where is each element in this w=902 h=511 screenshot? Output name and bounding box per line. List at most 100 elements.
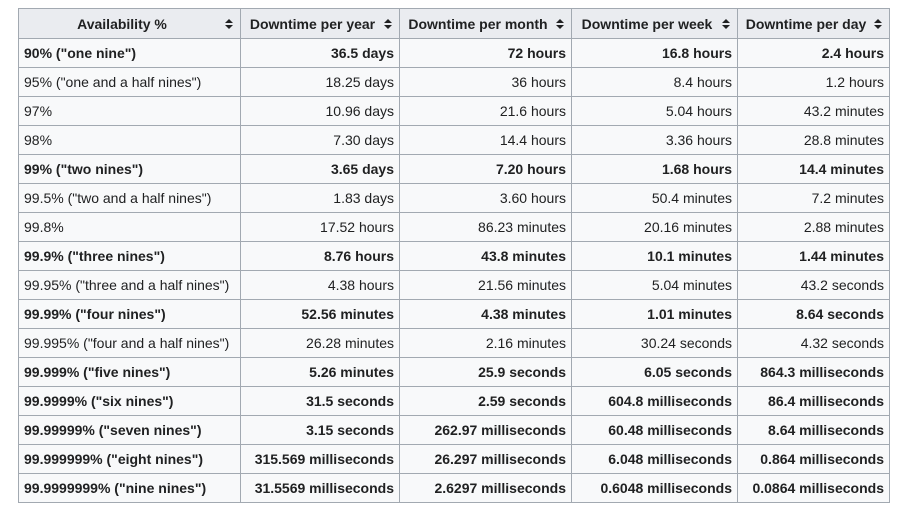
availability-cell: 99.999999% ("eight nines") (18, 444, 241, 474)
downtime-cell: 30.24 seconds (571, 328, 738, 358)
availability-table: Availability % Downtime per year Downtime … (18, 8, 890, 503)
downtime-cell: 262.97 milliseconds (399, 415, 572, 445)
downtime-cell: 1.01 minutes (571, 299, 738, 329)
downtime-cell: 1.2 hours (737, 67, 890, 97)
availability-cell: 99.5% ("two and a half nines") (18, 183, 241, 213)
header-row: Availability % Downtime per year Downtime … (18, 8, 890, 39)
downtime-cell: 10.1 minutes (571, 241, 738, 271)
table-row: 99.9% ("three nines") 8.76 hours 43.8 minu… (18, 241, 890, 271)
table-row: 95% ("one and a half nines") 18.25 days 36… (18, 67, 890, 97)
column-header[interactable]: Downtime per day (737, 8, 890, 39)
downtime-cell: 3.60 hours (399, 183, 572, 213)
table-head: Availability % Downtime per year Downtime … (18, 8, 890, 39)
downtime-cell: 10.96 days (240, 96, 400, 126)
table-row: 99% ("two nines") 3.65 days 7.20 hours 1.68… (18, 154, 890, 184)
downtime-cell: 18.25 days (240, 67, 400, 97)
downtime-cell: 72 hours (399, 38, 572, 68)
downtime-cell: 21.56 minutes (399, 270, 572, 300)
table-row: 97% 10.96 days 21.6 hours 5.04 hours 43.2 mi… (18, 96, 890, 126)
downtime-cell: 8.76 hours (240, 241, 400, 271)
downtime-cell: 864.3 milliseconds (737, 357, 890, 387)
downtime-cell: 0.0864 milliseconds (737, 473, 890, 503)
downtime-cell: 4.32 seconds (737, 328, 890, 358)
availability-cell: 99.8% (18, 212, 241, 242)
downtime-cell: 4.38 minutes (399, 299, 572, 329)
downtime-cell: 20.16 minutes (571, 212, 738, 242)
downtime-cell: 6.05 seconds (571, 357, 738, 387)
downtime-cell: 17.52 hours (240, 212, 400, 242)
availability-cell: 99.999% ("five nines") (18, 357, 241, 387)
downtime-cell: 5.26 minutes (240, 357, 400, 387)
table-row: 99.999999% ("eight nines") 315.569 millis… (18, 444, 890, 474)
downtime-cell: 2.16 minutes (399, 328, 572, 358)
downtime-cell: 52.56 minutes (240, 299, 400, 329)
availability-cell: 97% (18, 96, 241, 126)
downtime-cell: 43.2 minutes (737, 96, 890, 126)
downtime-cell: 8.64 seconds (737, 299, 890, 329)
availability-cell: 99.99% ("four nines") (18, 299, 241, 329)
table-body: 90% ("one nine") 36.5 days 72 hours 16.8 ho… (18, 38, 890, 503)
downtime-cell: 4.38 hours (240, 270, 400, 300)
downtime-cell: 31.5569 milliseconds (240, 473, 400, 503)
downtime-cell: 43.8 minutes (399, 241, 572, 271)
downtime-cell: 43.2 seconds (737, 270, 890, 300)
downtime-cell: 7.30 days (240, 125, 400, 155)
downtime-cell: 1.68 hours (571, 154, 738, 184)
downtime-cell: 26.297 milliseconds (399, 444, 572, 474)
availability-cell: 90% ("one nine") (18, 38, 241, 68)
column-header[interactable]: Downtime per month (399, 8, 572, 39)
downtime-cell: 86.4 milliseconds (737, 386, 890, 416)
availability-cell: 99.9999% ("six nines") (18, 386, 241, 416)
availability-cell: 99.95% ("three and a half nines") (18, 270, 241, 300)
downtime-cell: 50.4 minutes (571, 183, 738, 213)
downtime-cell: 3.36 hours (571, 125, 738, 155)
availability-cell: 99.9999999% ("nine nines") (18, 473, 241, 503)
table-row: 99.95% ("three and a half nines") 4.38 ho… (18, 270, 890, 300)
column-header[interactable]: Downtime per week (571, 8, 738, 39)
table-row: 99.9999% ("six nines") 31.5 seconds 2.59 s… (18, 386, 890, 416)
downtime-cell: 5.04 hours (571, 96, 738, 126)
downtime-cell: 28.8 minutes (737, 125, 890, 155)
availability-cell: 95% ("one and a half nines") (18, 67, 241, 97)
availability-cell: 99% ("two nines") (18, 154, 241, 184)
downtime-cell: 2.4 hours (737, 38, 890, 68)
downtime-cell: 1.44 minutes (737, 241, 890, 271)
downtime-cell: 3.65 days (240, 154, 400, 184)
availability-cell: 99.9% ("three nines") (18, 241, 241, 271)
downtime-cell: 5.04 minutes (571, 270, 738, 300)
downtime-cell: 36.5 days (240, 38, 400, 68)
downtime-cell: 14.4 minutes (737, 154, 890, 184)
downtime-cell: 6.048 milliseconds (571, 444, 738, 474)
downtime-cell: 25.9 seconds (399, 357, 572, 387)
table-row: 99.9999999% ("nine nines") 31.5569 millis… (18, 473, 890, 503)
downtime-cell: 7.20 hours (399, 154, 572, 184)
table-row: 99.5% ("two and a half nines") 1.83 days 3… (18, 183, 890, 213)
downtime-cell: 2.6297 milliseconds (399, 473, 572, 503)
downtime-cell: 60.48 milliseconds (571, 415, 738, 445)
downtime-cell: 26.28 minutes (240, 328, 400, 358)
column-header[interactable]: Availability % (18, 8, 241, 39)
downtime-cell: 31.5 seconds (240, 386, 400, 416)
column-header[interactable]: Downtime per year (240, 8, 400, 39)
downtime-cell: 1.83 days (240, 183, 400, 213)
table-row: 90% ("one nine") 36.5 days 72 hours 16.8 ho… (18, 38, 890, 68)
downtime-cell: 2.88 minutes (737, 212, 890, 242)
table-row: 99.99% ("four nines") 52.56 minutes 4.38 m… (18, 299, 890, 329)
downtime-cell: 86.23 minutes (399, 212, 572, 242)
downtime-cell: 21.6 hours (399, 96, 572, 126)
table-row: 99.99999% ("seven nines") 3.15 seconds 262… (18, 415, 890, 445)
downtime-cell: 36 hours (399, 67, 572, 97)
downtime-cell: 0.864 milliseconds (737, 444, 890, 474)
table-row: 99.999% ("five nines") 5.26 minutes 25.9 s… (18, 357, 890, 387)
downtime-cell: 16.8 hours (571, 38, 738, 68)
downtime-cell: 604.8 milliseconds (571, 386, 738, 416)
downtime-cell: 315.569 milliseconds (240, 444, 400, 474)
availability-cell: 98% (18, 125, 241, 155)
table-row: 98% 7.30 days 14.4 hours 3.36 hours 28.8 min… (18, 125, 890, 155)
availability-cell: 99.995% ("four and a half nines") (18, 328, 241, 358)
downtime-cell: 8.4 hours (571, 67, 738, 97)
availability-cell: 99.99999% ("seven nines") (18, 415, 241, 445)
downtime-cell: 2.59 seconds (399, 386, 572, 416)
downtime-cell: 14.4 hours (399, 125, 572, 155)
